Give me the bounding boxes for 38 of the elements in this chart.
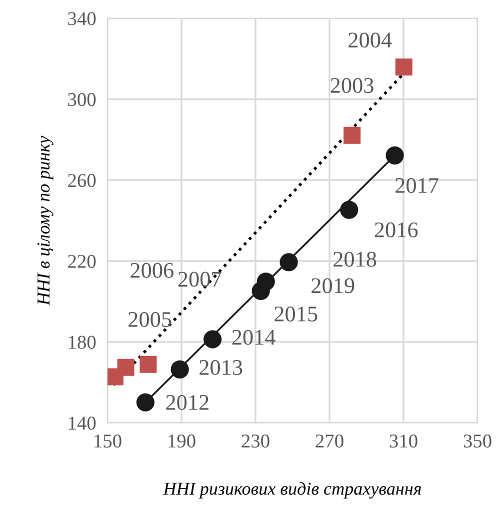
y-tick-label: 140 xyxy=(68,416,96,430)
y-tick-label: 260 xyxy=(68,174,96,188)
point xyxy=(344,126,361,144)
x-tick-label: 350 xyxy=(464,434,492,448)
annotation: 2014 xyxy=(232,330,276,345)
x-tick-label: 190 xyxy=(168,434,196,448)
point xyxy=(140,356,157,373)
annotation: 2016 xyxy=(374,222,418,238)
annotation: 2006 xyxy=(130,262,174,278)
annotation: 2003 xyxy=(330,78,374,93)
annotation: 2017 xyxy=(396,178,438,193)
point xyxy=(280,253,298,272)
point xyxy=(170,360,189,378)
annotation: 2007 xyxy=(178,272,222,287)
point xyxy=(204,330,222,348)
annotation: 2018 xyxy=(334,252,376,267)
x-tick-label: 230 xyxy=(242,434,270,448)
y-axis-title: HHI в цілому по ринку xyxy=(37,136,54,306)
annotation: 2019 xyxy=(312,278,354,294)
x-tick-label: 270 xyxy=(316,434,344,448)
point xyxy=(395,58,412,76)
x-tick-label: 150 xyxy=(94,434,122,448)
annotation: 2012 xyxy=(166,394,208,410)
annotation: 2013 xyxy=(200,360,242,375)
point xyxy=(256,272,275,291)
point xyxy=(108,368,124,386)
x-axis-title: HHI ризикових видів страхування xyxy=(163,482,421,499)
point xyxy=(340,200,358,219)
y-tick-label: 300 xyxy=(68,92,96,106)
annotation: 2004 xyxy=(348,32,392,48)
x-tick-label: 310 xyxy=(390,434,418,448)
y-tick-label: 220 xyxy=(68,254,96,268)
point xyxy=(136,393,154,412)
y-tick-label: 180 xyxy=(68,336,96,349)
point xyxy=(386,146,404,164)
annotation: 2015 xyxy=(274,306,318,322)
annotation: 2005 xyxy=(128,312,172,327)
y-tick-label: 340 xyxy=(68,12,96,26)
